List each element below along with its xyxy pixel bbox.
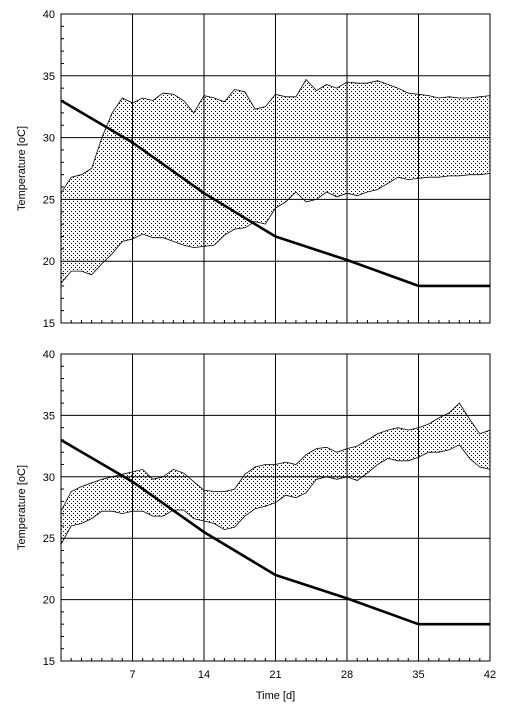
chart-panel-bottom: 15 20 25 30 35 40 7 14 21 28 35 42 Temperature [oC] T…: [16, 349, 496, 702]
y-tick-label: 15: [43, 656, 55, 668]
band-lower-line: [60, 173, 491, 284]
y-tick-label: 25: [43, 194, 55, 206]
y-tick-label: 30: [43, 472, 55, 484]
y-tick-label: 15: [43, 318, 55, 330]
y-tick-label: 40: [43, 349, 55, 361]
x-axis-label: Time [d]: [256, 690, 295, 702]
x-tick-label: 28: [341, 669, 353, 681]
y-tick-label: 20: [43, 256, 55, 268]
y-axis-label: Temperature [oC]: [16, 465, 28, 550]
x-tick-label: 35: [412, 669, 424, 681]
x-tick-label: 21: [269, 669, 281, 681]
y-tick-label: 35: [43, 410, 55, 422]
y-tick-label: 25: [43, 533, 55, 545]
x-tick-label: 42: [484, 669, 496, 681]
band-upper-line: [60, 402, 491, 512]
y-tick-label: 35: [43, 71, 55, 83]
band-lower-line: [60, 444, 491, 545]
y-axis-label: Temperature [oC]: [16, 126, 28, 211]
target-temperature-line: [60, 438, 490, 626]
y-tick-label: 20: [43, 595, 55, 607]
y-tick-label: 40: [43, 9, 55, 21]
x-tick-label: 14: [198, 669, 210, 681]
target-temperature-line: [60, 99, 490, 288]
y-tick-label: 30: [43, 133, 55, 145]
band-upper-line: [60, 78, 491, 194]
chart-panel-top: 15 20 25 30 35 40 Temperature [oC]: [16, 9, 491, 330]
x-tick-label: 7: [129, 669, 135, 681]
